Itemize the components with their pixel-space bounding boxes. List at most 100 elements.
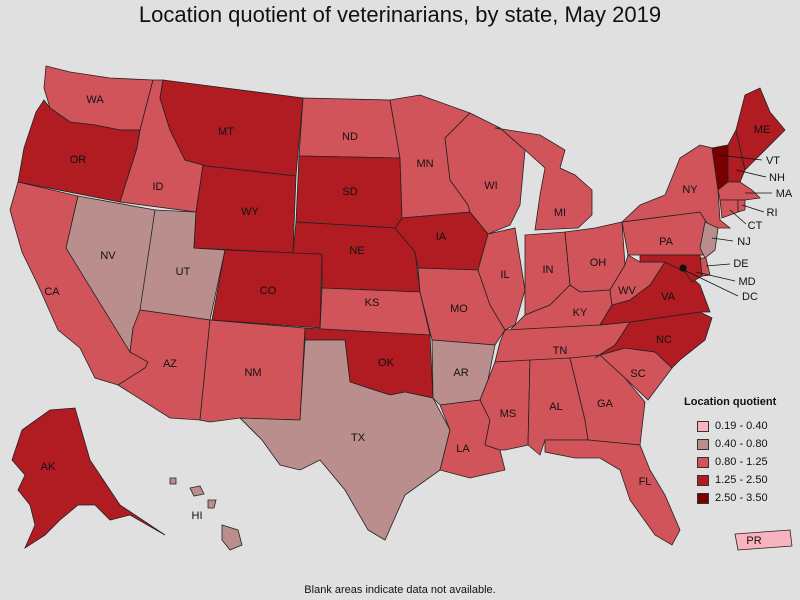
label-NH: NH	[769, 172, 785, 184]
legend-label: 0.40 - 0.80	[715, 438, 768, 450]
state-RI[interactable]	[737, 199, 746, 213]
label-AZ: AZ	[163, 358, 177, 370]
label-GA: GA	[597, 398, 614, 410]
label-AK: AK	[41, 461, 56, 473]
state-TX[interactable]	[239, 339, 451, 541]
state-MD[interactable]	[639, 254, 703, 283]
leader-NH	[735, 169, 767, 178]
label-PA: PA	[659, 236, 674, 248]
label-OR: OR	[70, 154, 87, 166]
legend-title: Location quotient	[684, 396, 777, 408]
label-IA: IA	[436, 231, 447, 243]
legend-label: 0.19 - 0.40	[715, 420, 768, 432]
label-MN: MN	[416, 158, 433, 170]
legend-swatch	[697, 420, 709, 432]
state-FL[interactable]	[544, 439, 681, 546]
label-TN: TN	[553, 345, 568, 357]
label-IL: IL	[500, 269, 509, 281]
label-AL: AL	[549, 401, 562, 413]
state-WY[interactable]	[193, 164, 297, 254]
label-IN: IN	[543, 264, 554, 276]
label-VA: VA	[661, 291, 676, 303]
state-PR[interactable]	[734, 529, 793, 551]
state-NH[interactable]	[727, 128, 746, 183]
label-NM: NM	[244, 367, 261, 379]
label-WA: WA	[86, 94, 104, 106]
label-VT: VT	[766, 155, 780, 167]
legend-item: 2.50 - 3.50	[684, 489, 796, 507]
label-DC: DC	[742, 291, 758, 303]
map-title: Location quotient of veterinarians, by s…	[138, 2, 662, 27]
legend-swatch	[697, 474, 709, 486]
label-MS: MS	[500, 408, 517, 420]
label-RI: RI	[767, 207, 778, 219]
footnote: Blank areas indicate data not available.	[304, 584, 496, 596]
state-NC[interactable]	[594, 311, 713, 369]
state-HI[interactable]	[207, 499, 217, 509]
label-MD: MD	[738, 276, 755, 288]
label-LA: LA	[456, 443, 470, 455]
label-AR: AR	[453, 367, 468, 379]
label-NJ: NJ	[737, 236, 750, 248]
label-MA: MA	[776, 188, 793, 200]
label-MI: MI	[554, 207, 566, 219]
state-ME[interactable]	[735, 87, 786, 171]
legend-item: 0.40 - 0.80	[684, 435, 796, 453]
dc-marker	[679, 264, 687, 272]
label-CA: CA	[44, 286, 60, 298]
state-KS[interactable]	[319, 287, 431, 336]
leader-DC	[683, 269, 739, 297]
leader-DE	[705, 263, 731, 267]
legend-label: 0.80 - 1.25	[715, 456, 768, 468]
label-NY: NY	[682, 184, 698, 196]
label-WV: WV	[618, 285, 636, 297]
label-NE: NE	[349, 245, 364, 257]
legend-item: 0.19 - 0.40	[684, 417, 796, 435]
label-WI: WI	[484, 180, 497, 192]
legend-label: 1.25 - 2.50	[715, 474, 768, 486]
label-CO: CO	[260, 285, 277, 297]
state-HI[interactable]	[189, 485, 205, 497]
label-KS: KS	[365, 297, 380, 309]
label-KY: KY	[573, 307, 588, 319]
label-MO: MO	[450, 303, 468, 315]
state-CT[interactable]	[719, 199, 739, 219]
label-OK: OK	[378, 357, 395, 369]
legend-swatch	[697, 438, 709, 450]
legend-swatch	[697, 492, 709, 504]
state-HI[interactable]	[221, 524, 243, 551]
state-MA[interactable]	[717, 181, 761, 201]
state-ND[interactable]	[298, 97, 401, 159]
label-MT: MT	[218, 126, 234, 138]
state-MI[interactable]	[494, 127, 593, 231]
label-SC: SC	[630, 368, 645, 380]
legend-item: 1.25 - 2.50	[684, 471, 796, 489]
label-NC: NC	[656, 334, 672, 346]
label-HI: HI	[192, 510, 203, 522]
legend-label: 2.50 - 3.50	[715, 492, 768, 504]
label-SD: SD	[342, 186, 357, 198]
legend-swatch	[697, 456, 709, 468]
label-ME: ME	[754, 124, 771, 136]
label-FL: FL	[639, 476, 652, 488]
state-AK[interactable]	[11, 407, 166, 550]
state-IL[interactable]	[477, 227, 526, 331]
leader-RI	[741, 204, 765, 213]
leader-NJ	[711, 237, 734, 242]
label-DE: DE	[733, 258, 748, 270]
label-ID: ID	[153, 181, 164, 193]
label-UT: UT	[176, 266, 191, 278]
label-OH: OH	[590, 257, 607, 269]
leader-VT	[717, 154, 763, 161]
state-HI[interactable]	[169, 477, 177, 485]
label-TX: TX	[351, 432, 366, 444]
label-NV: NV	[100, 250, 116, 262]
state-NJ[interactable]	[699, 221, 719, 259]
label-WY: WY	[241, 206, 259, 218]
legend-item: 0.80 - 1.25	[684, 453, 796, 471]
legend: Location quotient 0.19 - 0.40 0.40 - 0.8…	[684, 396, 796, 507]
leader-MD	[695, 271, 736, 282]
label-ND: ND	[342, 131, 358, 143]
